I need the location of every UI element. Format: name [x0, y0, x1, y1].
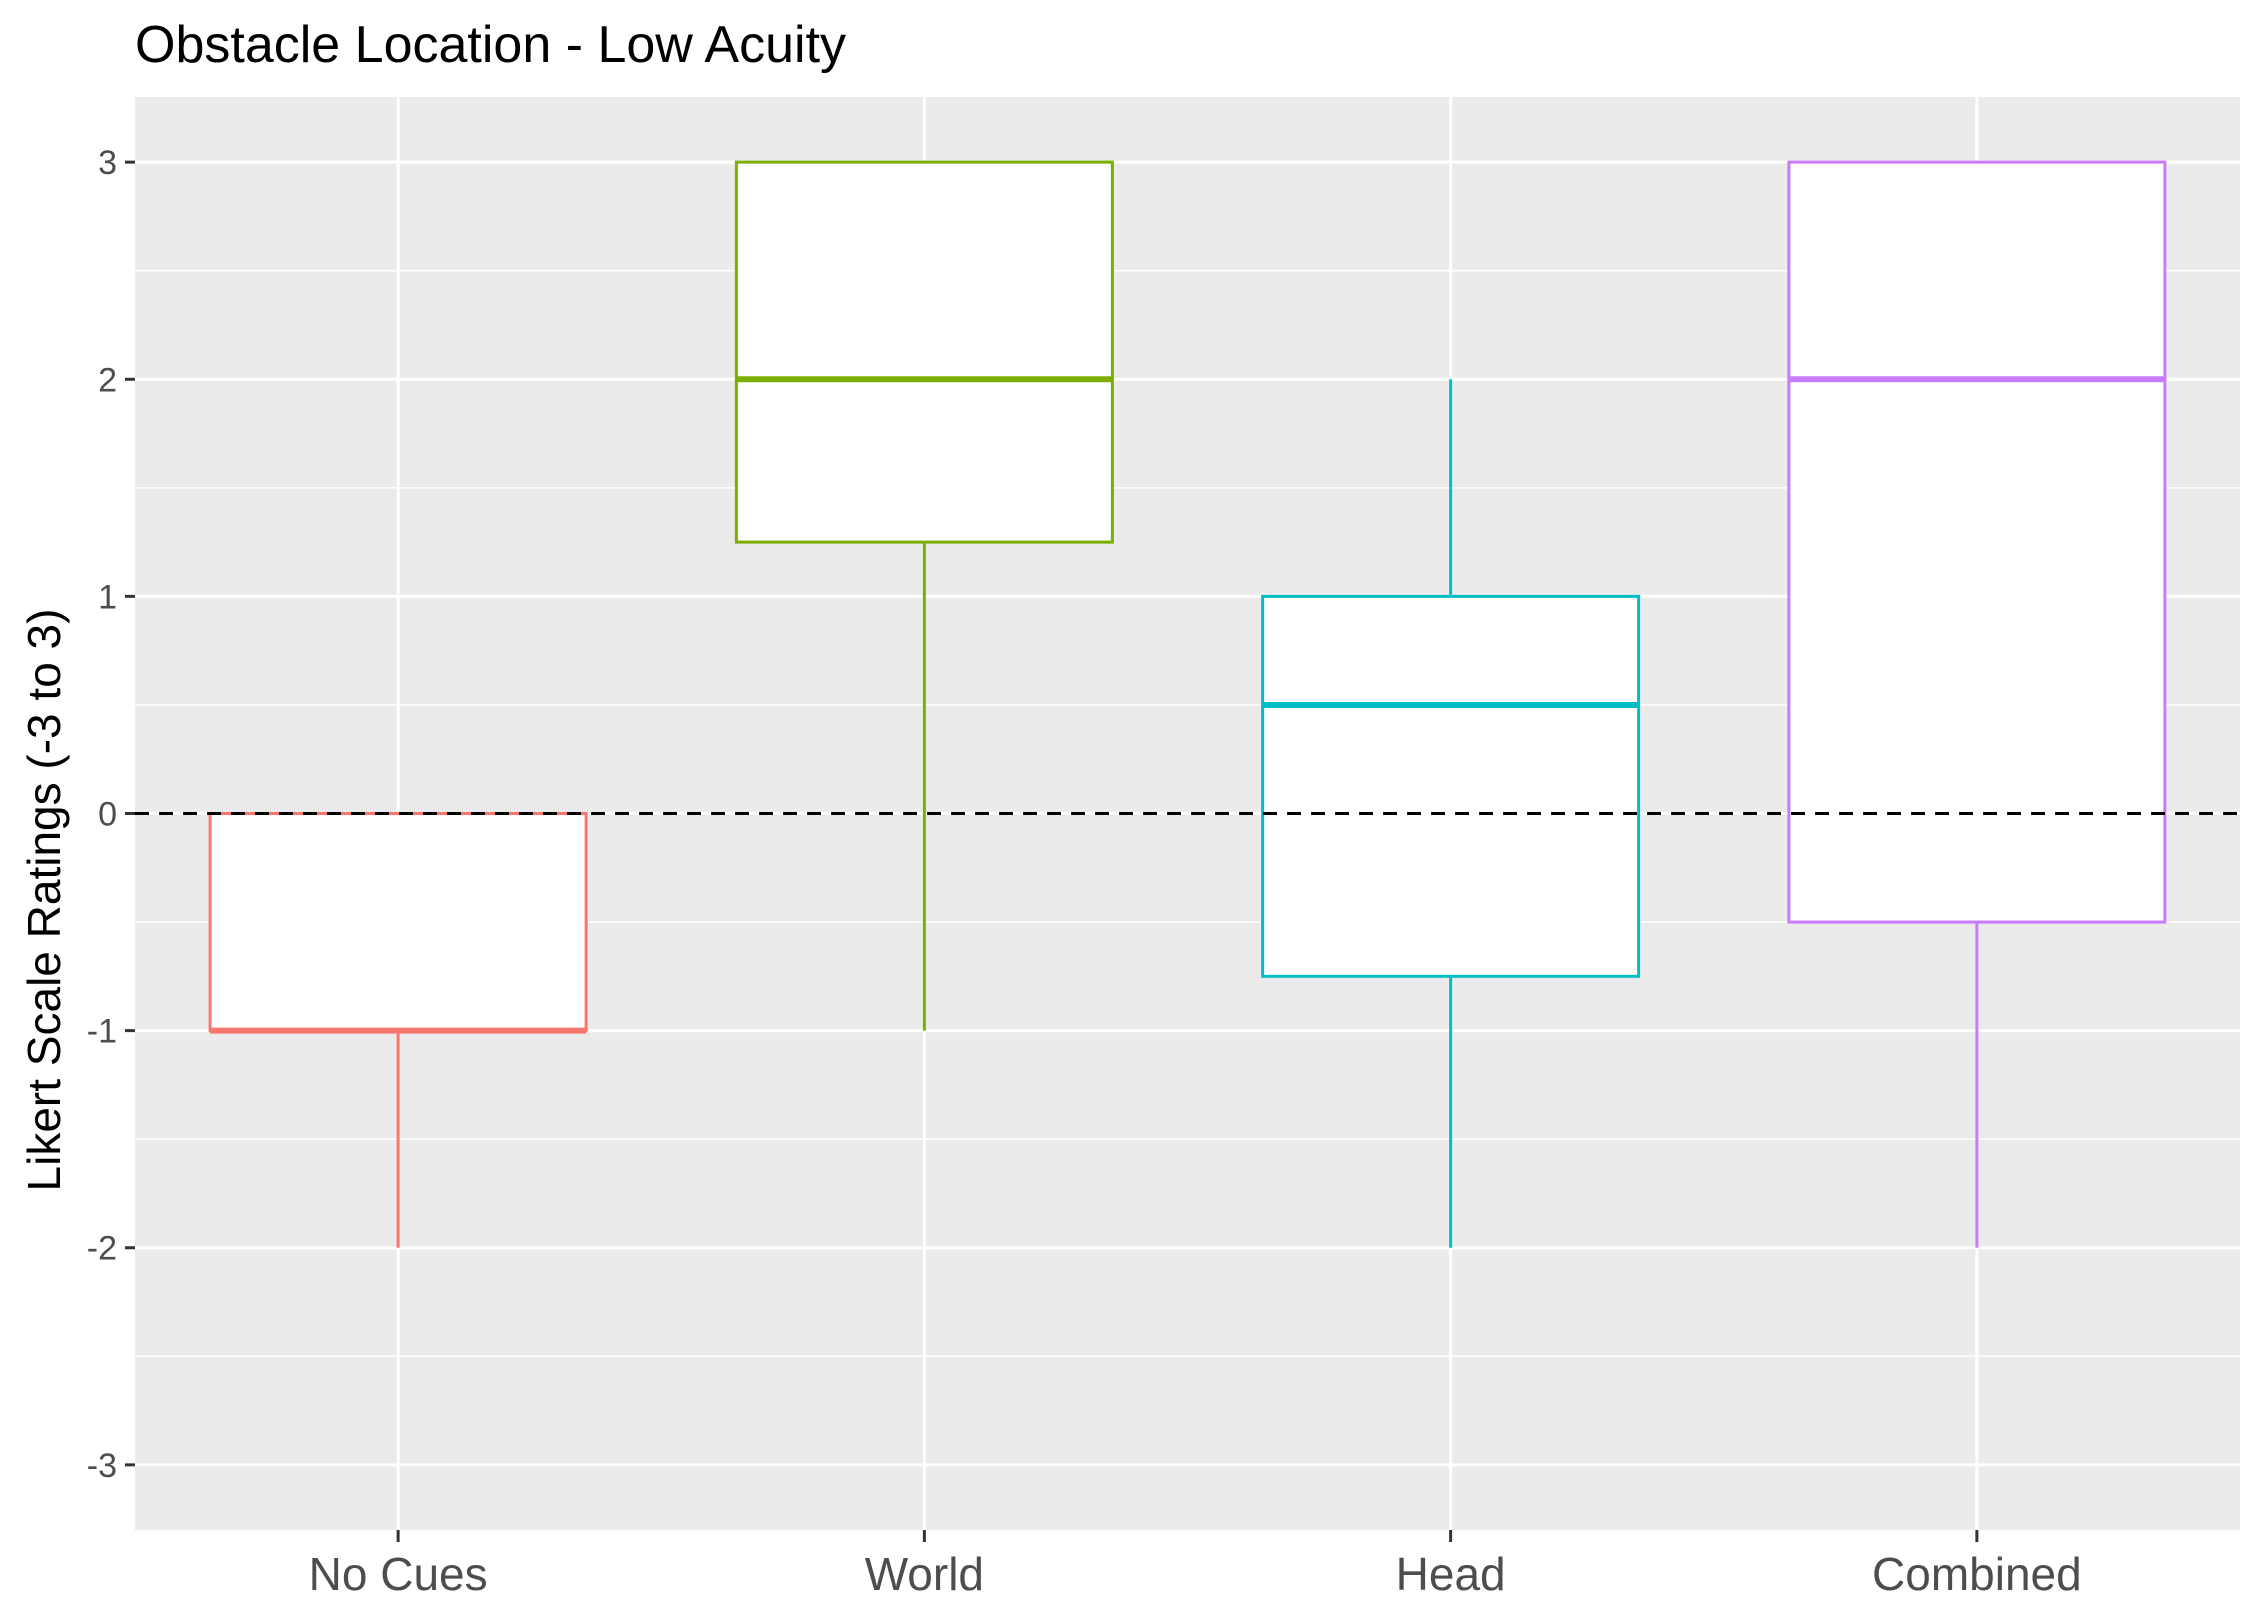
box-iqr	[208, 812, 588, 1033]
y-tick-label: 2	[98, 361, 117, 399]
box-iqr	[1261, 594, 1641, 978]
x-tick-label: World	[865, 1548, 984, 1600]
y-axis-label: Likert Scale Ratings (-3 to 3)	[18, 609, 70, 1192]
y-tick-label: 3	[98, 144, 117, 182]
x-tick-label: Combined	[1872, 1548, 2082, 1600]
x-axis: No Cues World Head Combined	[309, 1530, 2082, 1600]
x-tick-label: No Cues	[309, 1548, 488, 1600]
x-tick-label: Head	[1396, 1548, 1506, 1600]
chart-title: Obstacle Location - Low Acuity	[135, 16, 846, 74]
y-tick-label: 1	[98, 578, 117, 616]
y-tick-label: -1	[87, 1013, 117, 1051]
boxplot-no-cues	[208, 812, 588, 1248]
y-axis: -3 -2 -1 0 1 2 3	[87, 144, 135, 1485]
y-tick-label: -2	[87, 1230, 117, 1268]
y-tick-label: -3	[87, 1447, 117, 1485]
boxplot-layer	[208, 160, 2167, 1248]
y-tick-label: 0	[98, 796, 117, 834]
boxplot-combined	[1787, 160, 2167, 1248]
box-iqr	[734, 160, 1114, 544]
boxplot-world	[734, 160, 1114, 1031]
boxplot-head	[1261, 379, 1641, 1248]
box-iqr	[1787, 160, 2167, 924]
